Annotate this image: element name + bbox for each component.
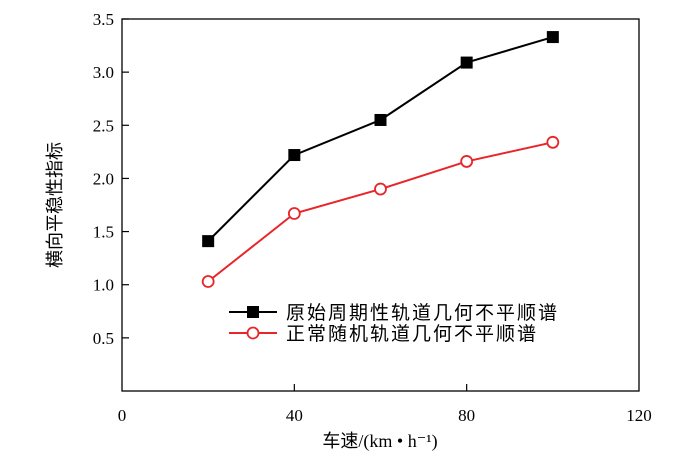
legend-item-1: 原始周期性轨道几何不平顺谱 [229,302,559,324]
y-tick-label: 3.0 [93,63,114,82]
data-point [288,149,301,162]
y-axis-label: 横向平稳性指标 [45,142,65,268]
y-tick-label: 2.5 [93,116,114,135]
legend-marker [247,306,259,318]
y-tick-label: 1.0 [93,276,114,295]
legend-label: 正常随机轨道几何不平顺谱 [286,323,538,345]
data-point [374,182,387,196]
data-point [460,56,473,69]
x-tick-label: 80 [458,406,475,425]
y-tick-label: 1.5 [93,223,114,242]
y-tick-label: 3.5 [93,10,114,29]
data-point [546,135,560,149]
x-tick-label: 0 [118,406,127,425]
data-point [374,113,387,126]
x-tick-label: 40 [286,406,303,425]
plot-frame [121,18,640,392]
data-point [202,235,215,248]
legend-label: 原始周期性轨道几何不平顺谱 [286,302,559,324]
x-axis-label: 车速/(km • h⁻¹) [322,431,437,452]
series-line [207,36,554,242]
data-point [460,155,474,168]
x-tick-label: 120 [626,406,652,425]
legend-item-2: 正常随机轨道几何不平顺谱 [229,323,538,345]
y-tick-label: 2.0 [93,169,114,188]
data-point [287,207,301,220]
series-line [207,141,554,283]
data-point [546,31,559,44]
data-point [201,275,215,288]
legend-marker [246,326,260,340]
series-2 [201,135,560,288]
series-1 [202,31,559,248]
y-tick-label: 0.5 [93,329,114,348]
